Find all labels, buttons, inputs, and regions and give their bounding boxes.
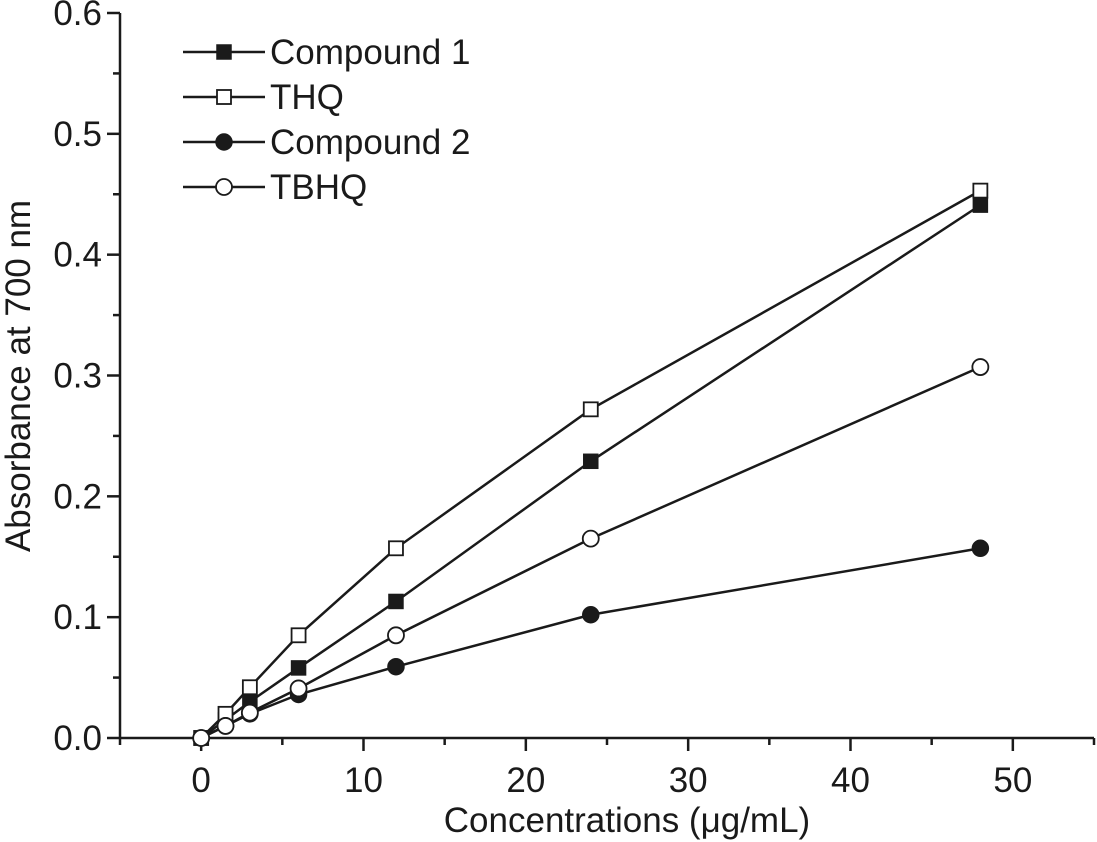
legend-label: TBHQ [270, 168, 367, 207]
data-point-compound-2 [387, 657, 405, 676]
x-tick-label: 50 [993, 761, 1032, 800]
legend-item-tbhq: TBHQ [183, 168, 367, 207]
legend-marker [215, 178, 233, 196]
x-tick-label: 0 [191, 761, 210, 800]
series-line-tbhq [200, 365, 981, 740]
x-axis-ticks: 0 10 20 30 40 50 [118, 738, 1096, 800]
data-point-compound-2 [971, 539, 990, 558]
data-point-tbhq [289, 679, 308, 698]
legend-label: THQ [270, 78, 344, 117]
legend: Compound 1 THQ Compound 2 TBHQ [183, 33, 470, 207]
legend-marker [216, 89, 232, 105]
data-point-compound-1 [583, 453, 599, 470]
axis-frame [118, 13, 1094, 740]
legend-marker [216, 44, 232, 60]
legend-label: Compound 2 [270, 123, 470, 162]
data-point-thq [290, 627, 307, 644]
data-point-compound-1 [290, 660, 307, 676]
legend-item-compound-2: Compound 2 [183, 123, 470, 162]
data-point-thq [582, 401, 599, 418]
data-point-tbhq [581, 529, 600, 548]
x-axis-title: Concentrations (μg/mL) [444, 801, 810, 840]
y-axis-title: Absorbance at 700 nm [0, 200, 38, 552]
y-tick-label: 0.4 [53, 236, 102, 275]
y-tick-label: 0.3 [53, 357, 102, 396]
x-tick-label: 20 [506, 761, 545, 800]
data-point-tbhq [216, 717, 235, 735]
y-tick-label: 0.2 [53, 477, 102, 516]
y-tick-label: 0.5 [53, 115, 102, 154]
plot-area [118, 13, 1094, 740]
y-tick-label: 0.1 [53, 598, 102, 637]
x-tick-label: 10 [344, 761, 383, 800]
series-line-compound-2 [200, 547, 981, 740]
legend-item-thq: THQ [183, 78, 344, 117]
data-point-tbhq [192, 729, 211, 747]
data-point-thq [241, 679, 258, 696]
x-tick-label: 40 [831, 761, 870, 800]
x-tick-label: 30 [669, 761, 708, 800]
y-axis-ticks: 0.0 0.1 0.2 0.3 0.4 0.5 0.6 [53, 0, 120, 758]
y-tick-label: 0.0 [53, 719, 102, 758]
data-point-compound-2 [582, 606, 600, 624]
data-point-tbhq [240, 703, 259, 722]
series-group [192, 182, 990, 747]
data-point-compound-1 [388, 593, 404, 610]
legend-marker [215, 133, 233, 151]
data-point-thq [972, 182, 989, 199]
y-tick-label: 0.6 [53, 0, 102, 33]
data-point-tbhq [971, 358, 990, 376]
data-point-thq [388, 540, 404, 557]
legend-label: Compound 1 [270, 33, 470, 72]
data-point-tbhq [387, 626, 405, 645]
data-point-compound-1 [972, 197, 989, 213]
series-line-compound-1 [200, 204, 982, 740]
legend-item-compound-1: Compound 1 [183, 33, 470, 72]
